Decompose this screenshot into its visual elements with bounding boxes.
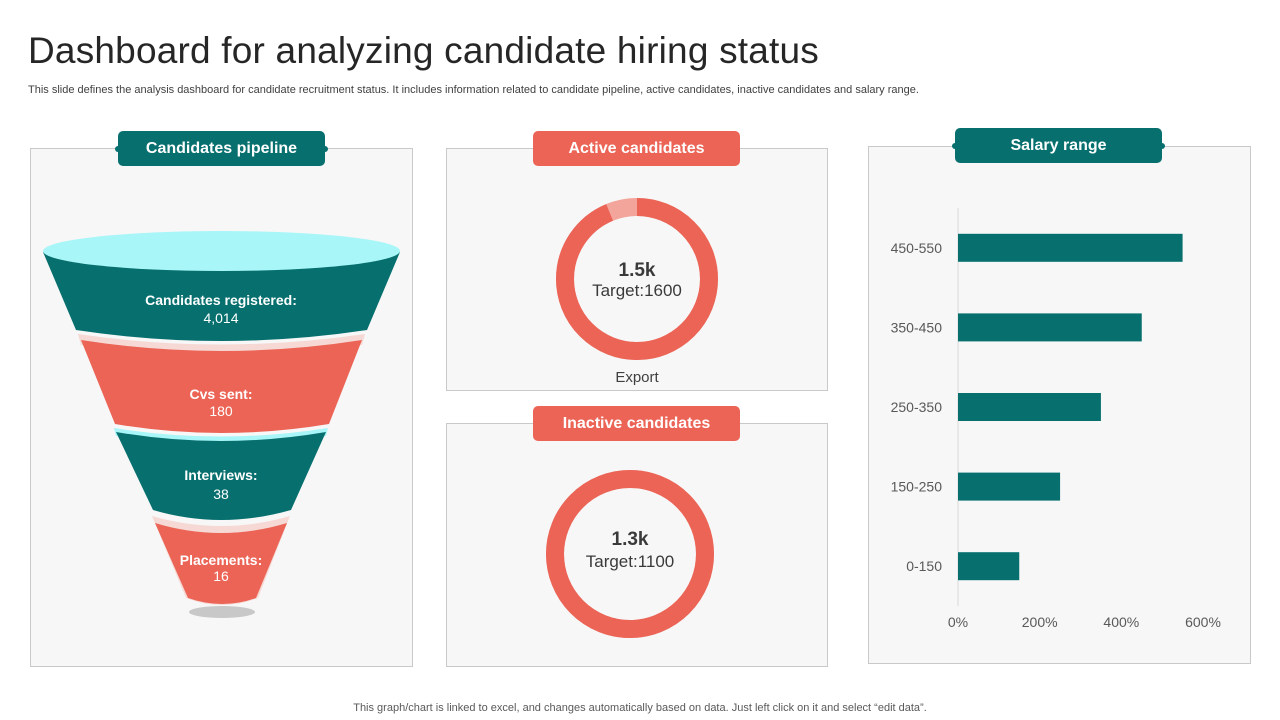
active-tag-label: Active candidates <box>568 139 705 157</box>
bar-0-150 <box>958 552 1020 581</box>
inactive-donut-progress <box>546 470 714 638</box>
tag-dot-left <box>115 145 121 152</box>
stage-name: Interviews: <box>184 467 258 483</box>
pipeline-tag: Candidates pipeline <box>115 131 328 166</box>
x-tick-label: 600% <box>1185 614 1221 630</box>
inactive-value: 1.3k <box>612 529 649 550</box>
y-tick-label: 450-550 <box>891 240 943 256</box>
y-tick-label: 0-150 <box>906 558 942 574</box>
active-caption: Export <box>615 369 659 386</box>
active-target: Target:1600 <box>592 281 682 300</box>
pipeline-label-interviews: Interviews: 38 <box>100 467 342 502</box>
y-tick-label: 350-450 <box>891 319 943 335</box>
stage-name: Candidates registered: <box>145 292 297 308</box>
stage-name: Cvs sent: <box>189 386 253 402</box>
stage-value: 38 <box>213 486 229 502</box>
stage-value: 16 <box>213 568 229 584</box>
salary-tag: Salary range <box>952 128 1165 163</box>
stage-value: 4,014 <box>203 310 239 326</box>
y-tick-label: 150-250 <box>891 479 943 495</box>
x-tick-label: 200% <box>1022 614 1058 630</box>
bar-350-450 <box>958 313 1142 342</box>
tag-dot-left <box>952 142 958 149</box>
page-subtitle: This slide defines the analysis dashboar… <box>28 84 919 96</box>
salary-tag-label: Salary range <box>1010 136 1107 154</box>
pipeline-label-placements: Placements: 16 <box>100 552 342 584</box>
page-title: Dashboard for analyzing candidate hiring… <box>28 30 819 71</box>
active-tag: Active candidates <box>533 131 740 166</box>
active-value: 1.5k <box>619 260 656 281</box>
stage-name: Placements: <box>179 552 263 568</box>
bar-450-550 <box>958 233 1183 262</box>
inactive-donut: 1.3k Target:1100 <box>546 470 714 638</box>
y-tick-label: 250-350 <box>891 399 943 415</box>
inactive-target: Target:1100 <box>586 552 675 571</box>
pipeline-tag-label: Candidates pipeline <box>145 139 298 157</box>
pipeline-label-cvs: Cvs sent: 180 <box>100 386 342 419</box>
footer-note: This graph/chart is linked to excel, and… <box>353 702 927 714</box>
tag-dot-right <box>1159 142 1165 149</box>
stage-value: 180 <box>209 403 233 419</box>
active-donut-progress <box>556 198 718 360</box>
x-tick-label: 0% <box>948 614 968 630</box>
active-donut: 1.5k Target:1600 <box>556 198 718 360</box>
bar-250-350 <box>958 393 1101 421</box>
bar-150-250 <box>958 472 1061 501</box>
x-tick-label: 400% <box>1103 614 1139 630</box>
inactive-tag-label: Inactive candidates <box>562 414 711 432</box>
inactive-tag: Inactive candidates <box>533 406 740 441</box>
tag-dot-right <box>322 145 328 152</box>
pipeline-label-registered: Candidates registered: 4,014 <box>100 292 342 326</box>
salary-bar-chart: 450-550 350-450 250-350 150-250 0-150 0% 200% 4… <box>891 208 1221 630</box>
